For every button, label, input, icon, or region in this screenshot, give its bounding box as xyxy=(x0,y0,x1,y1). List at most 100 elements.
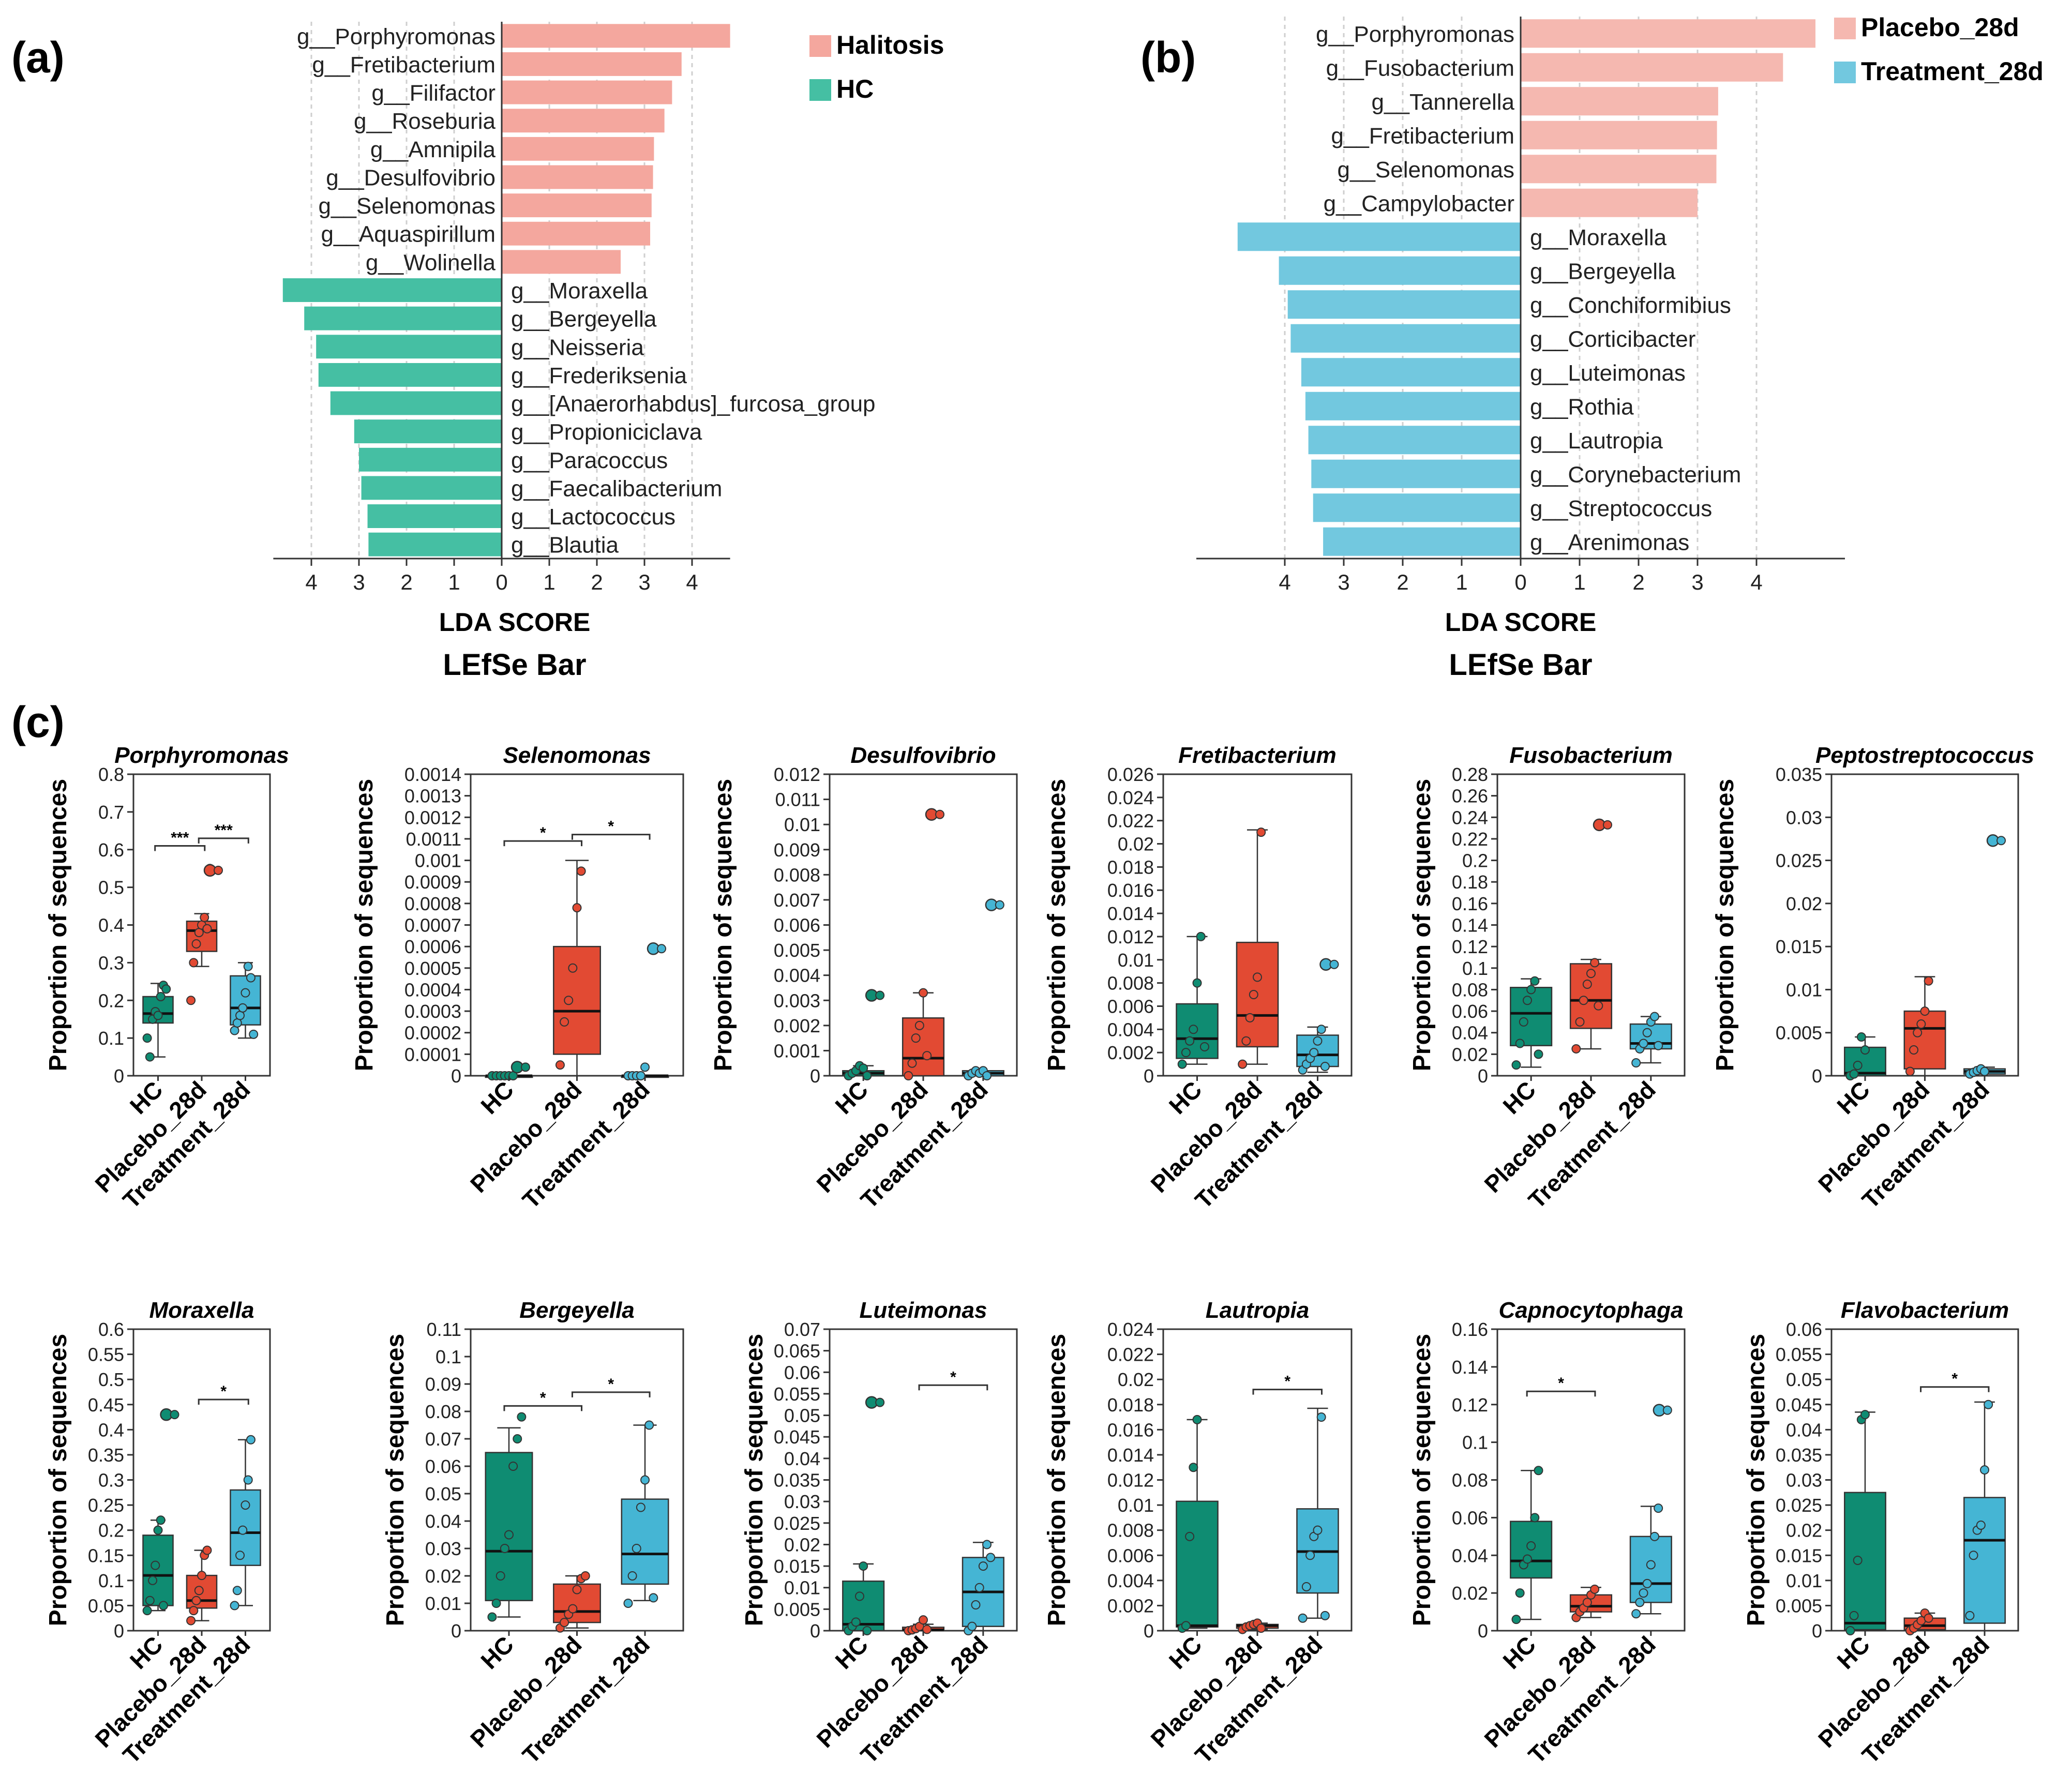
y-tick-label: 0.007 xyxy=(774,890,820,911)
y-tick-label: 0.02 xyxy=(1118,1369,1154,1390)
y-tick-label: 0.005 xyxy=(774,1599,820,1620)
x-tick-label: 4 xyxy=(1279,570,1290,594)
y-tick-label: 0.025 xyxy=(1776,1495,1822,1516)
y-tick-label: 0 xyxy=(451,1620,461,1642)
data-point xyxy=(491,1599,501,1608)
y-tick-label: 0.0008 xyxy=(404,893,461,914)
y-tick-label: 0.22 xyxy=(1452,829,1488,850)
data-point xyxy=(1849,1611,1859,1620)
y-axis-label: Proportion of sequences xyxy=(44,779,72,1071)
data-point xyxy=(1594,1001,1603,1011)
data-point xyxy=(572,1585,582,1595)
taxon-label: g__Porphyromonas xyxy=(297,24,496,49)
data-point xyxy=(974,1583,984,1592)
lda-bar xyxy=(318,363,502,387)
y-tick-label: 0.0004 xyxy=(404,979,461,1000)
lda-bar xyxy=(1521,121,1717,149)
y-tick-label: 0.6 xyxy=(98,1319,124,1340)
data-point xyxy=(1177,1059,1187,1069)
y-tick-label: 0.03 xyxy=(425,1538,461,1559)
data-point xyxy=(1631,1058,1641,1068)
taxon-label: g__Fretibacterium xyxy=(1331,123,1514,148)
panel-label-c: (c) xyxy=(11,698,65,746)
box xyxy=(142,1535,174,1606)
lefse-chart-a: g__Porphyromonas g__Fretibacterium g__Fili… xyxy=(273,22,944,682)
taxon-label: g__Arenimonas xyxy=(1530,530,1689,555)
data-point xyxy=(1642,1578,1652,1588)
y-tick-label: 0.035 xyxy=(774,1470,820,1491)
y-tick-label: 0.011 xyxy=(775,789,820,810)
y-tick-label: 0.045 xyxy=(1776,1394,1822,1416)
y-tick-label: 0.015 xyxy=(1776,1545,1822,1566)
y-tick-label: 0.006 xyxy=(774,915,820,936)
data-point xyxy=(1298,1613,1308,1623)
data-point xyxy=(1980,1465,1990,1475)
y-tick-label: 0.11 xyxy=(427,1319,461,1340)
y-tick-label: 0.08 xyxy=(425,1401,461,1422)
data-point xyxy=(517,1412,527,1422)
taxon-label: g__Desulfovibrio xyxy=(326,165,496,190)
data-point xyxy=(200,912,209,922)
data-point xyxy=(197,1571,206,1581)
data-point xyxy=(859,1561,868,1571)
y-tick-label: 0.1 xyxy=(98,1028,124,1049)
y-tick-label: 0.01 xyxy=(1118,1495,1154,1516)
x-category-label: HC xyxy=(1831,1631,1875,1674)
y-tick-label: 0.004 xyxy=(1107,1570,1154,1591)
y-tick-label: 0.005 xyxy=(774,940,820,961)
y-tick-label: 0.0003 xyxy=(404,1001,461,1022)
lda-bar xyxy=(1521,188,1698,217)
lefse-chart-b: g__Porphyromonas g__Fusobacterium g__Tanne… xyxy=(1196,13,2044,682)
data-point xyxy=(1189,1463,1198,1472)
data-point xyxy=(1181,1621,1191,1631)
data-point xyxy=(241,988,250,998)
data-point xyxy=(978,1561,988,1571)
plot-title: Luteimonas xyxy=(860,1298,987,1323)
data-point xyxy=(640,1062,650,1072)
data-point xyxy=(1530,976,1540,986)
data-point xyxy=(1305,1551,1315,1560)
y-tick-label: 0.04 xyxy=(425,1511,461,1532)
taxon-label: g__Faecalibacterium xyxy=(511,476,722,501)
y-tick-label: 0.02 xyxy=(1118,834,1154,855)
data-point xyxy=(1980,1066,1990,1076)
taxon-label: g__Wolinella xyxy=(366,250,496,275)
y-axis-label: Proportion of sequences xyxy=(710,779,737,1071)
data-point xyxy=(202,1545,212,1555)
data-point xyxy=(1856,1032,1866,1042)
box xyxy=(1176,1500,1219,1628)
y-tick-label: 0.014 xyxy=(1107,1445,1154,1466)
legend-swatch xyxy=(809,79,831,101)
y-tick-label: 0.01 xyxy=(1786,979,1822,1000)
chart-title: LEfSe Bar xyxy=(1449,648,1592,682)
data-point xyxy=(186,996,196,1005)
data-point xyxy=(520,1062,530,1072)
y-tick-label: 0.14 xyxy=(1452,915,1488,936)
y-tick-label: 0.008 xyxy=(1107,973,1154,994)
lda-bar xyxy=(1521,19,1815,48)
y-tick-label: 0.01 xyxy=(1118,950,1154,971)
x-category-label: HC xyxy=(1497,1631,1541,1674)
data-point xyxy=(1642,1028,1652,1037)
x-category-label: HC xyxy=(1831,1076,1875,1119)
y-tick-label: 0.14 xyxy=(1452,1357,1488,1378)
data-point xyxy=(1329,959,1339,969)
y-axis-label: Proportion of sequences xyxy=(741,1334,768,1626)
y-tick-label: 0.01 xyxy=(1786,1570,1822,1591)
y-tick-label: 0.04 xyxy=(1452,1022,1488,1044)
data-point xyxy=(1965,1611,1975,1620)
y-tick-label: 0.2 xyxy=(98,1520,124,1541)
data-point xyxy=(564,996,574,1005)
data-point xyxy=(1905,1066,1915,1076)
lda-bar xyxy=(367,504,502,528)
y-axis-label: Proportion of sequences xyxy=(351,779,378,1071)
y-tick-label: 0 xyxy=(810,1065,820,1087)
significance-mark: *** xyxy=(215,822,233,839)
data-point xyxy=(235,1551,245,1560)
taxon-label: g__Fusobacterium xyxy=(1326,55,1514,81)
taxon-label: g__Fretibacterium xyxy=(312,52,496,78)
y-axis-label: Proportion of sequences xyxy=(382,1334,409,1626)
data-point xyxy=(555,1060,565,1070)
data-point xyxy=(191,939,201,949)
significance-bracket xyxy=(918,1384,988,1391)
